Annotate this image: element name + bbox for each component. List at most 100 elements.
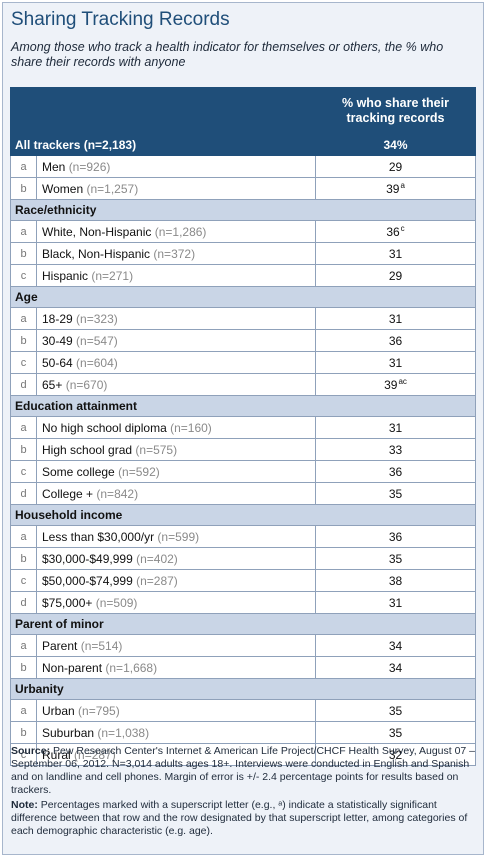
row-letter: d (10, 591, 37, 614)
row-value: 38 (388, 573, 403, 588)
row-label: White, Non-Hispanic (42, 224, 152, 239)
table-row: b Non-parent (n=1,668) 34 (10, 656, 476, 679)
table-row: c Some college (n=592) 36 (10, 460, 476, 483)
row-label: Less than $30,000/yr (42, 529, 155, 544)
footnote: Note: Percentages marked with a superscr… (11, 799, 481, 838)
row-value: 32 (388, 747, 403, 762)
table-row: c Hispanic (n=271) 29 (10, 264, 476, 287)
section-heading-row: Race/ethnicity (10, 199, 476, 221)
row-value-cell: 36 (315, 329, 476, 352)
table-row: a White, Non-Hispanic (n=1,286) 36c (10, 220, 476, 243)
row-label: $30,000-$49,999 (42, 551, 133, 566)
row-label: $50,000-$74,999 (42, 573, 133, 588)
row-value-cell: 31 (315, 242, 476, 265)
row-label-cell: Hispanic (n=271) (36, 264, 316, 287)
row-value: 39 (386, 181, 400, 196)
row-value: 31 (388, 420, 403, 435)
row-value: 36 (388, 333, 403, 348)
row-sample-size: (n=547) (76, 333, 118, 348)
column-header: % who share their tracking records (315, 87, 476, 135)
row-letter: a (10, 307, 37, 330)
all-trackers-label: All trackers (n=2,183) (10, 134, 316, 156)
row-letter: c (10, 460, 37, 483)
row-label-cell: High school grad (n=575) (36, 438, 316, 461)
row-sample-size: (n=604) (76, 355, 118, 370)
row-value-cell: 31 (315, 591, 476, 614)
row-sample-size: (n=1,286) (154, 224, 207, 239)
row-letter: b (10, 242, 37, 265)
row-value-cell: 39ac (315, 373, 476, 396)
all-trackers-row: All trackers (n=2,183) 34% (10, 134, 476, 156)
row-value: 35 (388, 703, 403, 718)
significance-marker: a (400, 180, 405, 190)
row-sample-size: (n=509) (95, 595, 138, 610)
row-value-cell: 36 (315, 460, 476, 483)
row-value-cell: 35 (315, 721, 476, 744)
row-label: 50-64 (42, 355, 73, 370)
row-value: 36 (388, 464, 403, 479)
row-value: 33 (388, 442, 403, 457)
row-value-cell: 31 (315, 307, 476, 330)
row-label: College + (42, 486, 94, 501)
row-label-cell: 18-29 (n=323) (36, 307, 316, 330)
row-letter: a (10, 416, 37, 439)
row-letter: b (10, 721, 37, 744)
row-label: 18-29 (42, 311, 73, 326)
row-label-cell: Black, Non-Hispanic (n=372) (36, 242, 316, 265)
row-letter: a (10, 525, 37, 548)
row-letter: a (10, 220, 37, 243)
data-table: % who share their tracking records All t… (10, 87, 476, 766)
row-label: High school grad (42, 442, 133, 457)
row-label: No high school diploma (42, 420, 167, 435)
table-row: b 30-49 (n=547) 36 (10, 329, 476, 352)
table-row: d College + (n=842) 35 (10, 482, 476, 505)
section-heading: Parent of minor (10, 613, 476, 635)
row-sample-size: (n=160) (170, 420, 212, 435)
row-value: 36 (388, 529, 403, 544)
row-label-cell: Men (n=926) (36, 155, 316, 178)
row-sample-size: (n=1,668) (105, 660, 158, 675)
row-value-cell: 32 (315, 743, 476, 766)
row-label-cell: Suburban (n=1,038) (36, 721, 316, 744)
row-label-cell: $75,000+ (n=509) (36, 591, 316, 614)
row-sample-size: (n=926) (68, 159, 111, 174)
row-letter: b (10, 656, 37, 679)
row-label-cell: $30,000-$49,999 (n=402) (36, 547, 316, 570)
row-sample-size: (n=514) (80, 638, 123, 653)
table-row: b High school grad (n=575) 33 (10, 438, 476, 461)
row-letter: c (10, 264, 37, 287)
row-value: 29 (388, 268, 403, 283)
source-note: Source: Pew Research Center's Internet &… (11, 745, 481, 797)
row-label: Men (42, 159, 66, 174)
header-blank-cell (10, 87, 316, 135)
row-value: 31 (388, 595, 403, 610)
row-sample-size: (n=842) (96, 486, 139, 501)
row-letter: a (10, 155, 37, 178)
row-sample-size: (n=323) (76, 311, 118, 326)
row-value: 34 (388, 638, 403, 653)
table-row: a Less than $30,000/yr (n=599) 36 (10, 525, 476, 548)
row-sample-size: (n=592) (118, 464, 160, 479)
row-label: Women (42, 181, 84, 196)
row-letter: b (10, 438, 37, 461)
page-subtitle: Among those who track a health indicator… (11, 40, 444, 69)
row-label: Hispanic (42, 268, 89, 283)
row-label: Some college (42, 464, 115, 479)
row-value-cell: 33 (315, 438, 476, 461)
row-value-cell: 36c (315, 220, 476, 243)
section-heading-row: Age (10, 286, 476, 308)
significance-marker: c (400, 223, 405, 233)
row-sample-size: (n=1,038) (97, 725, 150, 740)
section-heading: Race/ethnicity (10, 199, 476, 221)
row-value: 39 (384, 377, 398, 392)
row-value: 36 (386, 224, 400, 239)
source-label: Source: (11, 745, 51, 757)
row-value-cell: 39a (315, 177, 476, 200)
row-letter: d (10, 373, 37, 396)
table-row: a Men (n=926) 29 (10, 155, 476, 178)
row-label: 65+ (42, 377, 63, 392)
section-heading: Age (10, 286, 476, 308)
row-letter: b (10, 177, 37, 200)
table-row: d $75,000+ (n=509) 31 (10, 591, 476, 614)
